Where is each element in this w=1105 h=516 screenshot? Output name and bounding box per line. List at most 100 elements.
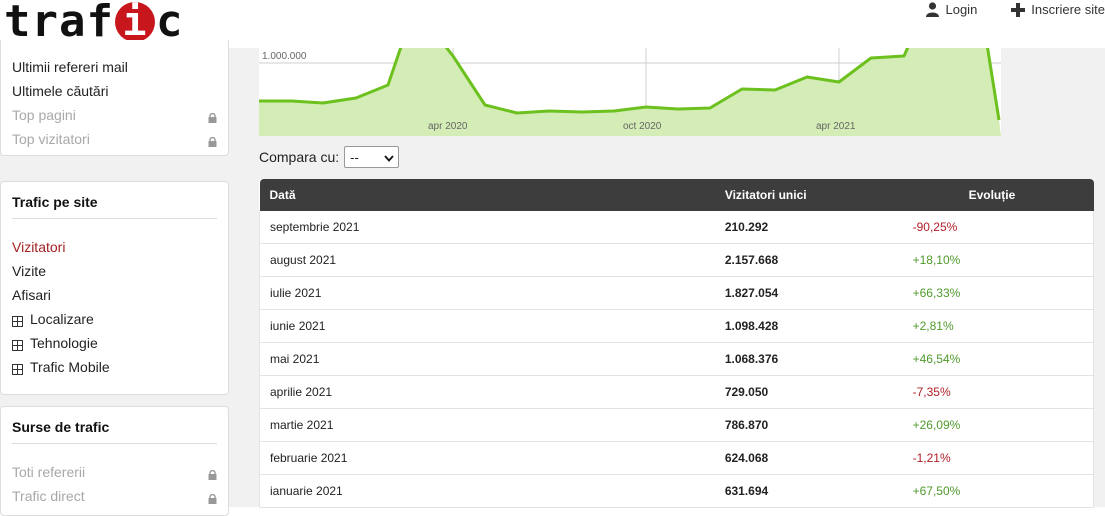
sidebar-item-refereri-mail[interactable]: Ultimii refereri mail	[1, 55, 228, 79]
lock-icon	[208, 110, 217, 123]
cell-date: septembrie 2021	[259, 211, 715, 244]
column-header-visitors[interactable]: Vizitatori unici	[724, 188, 807, 202]
sidebar-item-label: Tehnologie	[30, 335, 98, 351]
sidebar-panel-recent: Ultimii refereri mail Ultimele căutări T…	[0, 40, 229, 156]
cell-evolution: +2,81%	[902, 309, 1094, 343]
sidebar-item-ultimele-cautari[interactable]: Ultimele căutări	[1, 79, 228, 103]
login-link[interactable]: Login	[926, 2, 977, 17]
sidebar-item-top-vizitatori[interactable]: Top vizitatori	[1, 127, 228, 151]
visitors-table: Dată Vizitatori unici Evoluție septembri…	[259, 179, 1094, 508]
panel-title: Trafic pe site	[12, 194, 217, 219]
logo-text-right: c	[155, 0, 184, 47]
panel-title: Surse de trafic	[12, 419, 217, 444]
sidebar-item-vizitatori[interactable]: Vizitatori	[1, 235, 228, 259]
user-icon	[926, 2, 940, 17]
cell-visitors: 729.050	[714, 375, 903, 409]
lock-icon	[208, 467, 217, 480]
table-row: martie 2021 786.870 +26,09%	[259, 408, 1094, 442]
cell-date: ianuarie 2021	[259, 474, 715, 508]
table-row: februarie 2021 624.068 -1,21%	[259, 441, 1094, 475]
sidebar-item-afisari[interactable]: Afisari	[1, 283, 228, 307]
cell-visitors: 1.098.428	[714, 309, 903, 343]
cell-evolution: +67,50%	[902, 474, 1094, 508]
login-label: Login	[945, 2, 978, 17]
sidebar-item-label: Toti refererii	[12, 464, 86, 480]
expand-icon	[12, 362, 23, 375]
cell-visitors: 631.694	[714, 474, 903, 508]
cell-evolution: -90,25%	[902, 211, 1094, 244]
cell-evolution: -1,21%	[902, 441, 1094, 475]
sidebar-item-label: Trafic Mobile	[30, 359, 110, 375]
cell-evolution: +66,33%	[902, 276, 1094, 310]
cell-date: iulie 2021	[259, 276, 715, 310]
trafic-logo[interactable]: traf i c	[4, 0, 183, 44]
sidebar-item-label: Trafic direct	[12, 488, 85, 504]
table-header-row: Dată Vizitatori unici Evoluție	[259, 179, 1094, 211]
expand-icon	[12, 338, 23, 351]
visitors-chart: 1.000.000 apr 2020 oct 2020 apr 2021	[259, 48, 1001, 136]
sidebar-item-tehnologie[interactable]: Tehnologie	[1, 331, 228, 355]
table-row: aprilie 2021 729.050 -7,35%	[259, 375, 1094, 409]
cell-date: martie 2021	[259, 408, 715, 442]
cell-visitors: 786.870	[714, 408, 903, 442]
compare-select-value: --	[350, 149, 359, 165]
sidebar-item-label: Afisari	[12, 287, 51, 303]
cell-evolution: +26,09%	[902, 408, 1094, 442]
sidebar-item-localizare[interactable]: Localizare	[1, 307, 228, 331]
compare-control: Compara cu: --	[259, 146, 400, 168]
sidebar-item-label: Vizitatori	[12, 239, 66, 255]
sidebar-item-toti-refererii[interactable]: Toti refererii	[1, 460, 228, 484]
logo-ball: i	[114, 2, 155, 42]
logo-text-left: traf	[4, 0, 114, 47]
sidebar-panel-surse-de-trafic: Surse de trafic Toti refererii Trafic di…	[0, 406, 229, 516]
cell-evolution: -7,35%	[902, 375, 1094, 409]
cell-visitors: 210.292	[714, 211, 903, 244]
x-tick-label: apr 2020	[428, 121, 468, 132]
compare-select[interactable]: --	[344, 146, 400, 168]
series-line	[259, 48, 1001, 121]
top-nav: Login Inscriere site	[926, 2, 1105, 17]
sidebar-panel-trafic-pe-site: Trafic pe site Vizitatori Vizite Afisari…	[0, 181, 229, 395]
plus-icon	[1011, 2, 1026, 17]
column-header-date[interactable]: Dată	[269, 188, 296, 202]
cell-visitors: 624.068	[714, 441, 903, 475]
area-fill	[259, 48, 1001, 136]
sidebar-item-label: Top vizitatori	[12, 131, 90, 147]
register-site-link[interactable]: Inscriere site	[1011, 2, 1105, 17]
lock-icon	[208, 491, 217, 504]
cell-date: februarie 2021	[259, 441, 715, 475]
cell-visitors: 1.827.054	[714, 276, 903, 310]
cell-evolution: +46,54%	[902, 342, 1094, 376]
sidebar-item-top-pagini[interactable]: Top pagini	[1, 103, 228, 127]
sidebar-item-trafic-mobile[interactable]: Trafic Mobile	[1, 355, 228, 379]
table-row: septembrie 2021 210.292 -90,25%	[259, 211, 1094, 244]
sidebar-item-label: Ultimele căutări	[12, 83, 109, 99]
table-row: august 2021 2.157.668 +18,10%	[259, 243, 1094, 277]
table-row: iunie 2021 1.098.428 +2,81%	[259, 309, 1094, 343]
cell-evolution: +18,10%	[902, 243, 1094, 277]
column-header-evolution[interactable]: Evoluție	[968, 188, 1016, 202]
x-tick-label: oct 2020	[623, 121, 662, 132]
cell-date: mai 2021	[259, 342, 715, 376]
sidebar-item-label: Ultimii refereri mail	[12, 59, 128, 75]
x-tick-label: apr 2021	[816, 121, 856, 132]
cell-visitors: 2.157.668	[714, 243, 903, 277]
lock-icon	[208, 134, 217, 147]
chevron-down-icon	[384, 150, 394, 165]
sidebar-item-label: Vizite	[12, 263, 46, 279]
compare-label: Compara cu:	[259, 149, 340, 165]
sidebar-item-trafic-direct[interactable]: Trafic direct	[1, 484, 228, 508]
sidebar-item-label: Top pagini	[12, 107, 76, 123]
cell-date: august 2021	[259, 243, 715, 277]
sidebar-item-label: Localizare	[30, 311, 94, 327]
chart-svg: 1.000.000 apr 2020 oct 2020 apr 2021	[259, 48, 1001, 136]
table-row: mai 2021 1.068.376 +46,54%	[259, 342, 1094, 376]
cell-date: iunie 2021	[259, 309, 715, 343]
sidebar-item-vizite[interactable]: Vizite	[1, 259, 228, 283]
cell-date: aprilie 2021	[259, 375, 715, 409]
cell-visitors: 1.068.376	[714, 342, 903, 376]
table-row: ianuarie 2021 631.694 +67,50%	[259, 474, 1094, 508]
expand-icon	[12, 314, 23, 327]
table-row: iulie 2021 1.827.054 +66,33%	[259, 276, 1094, 310]
register-site-label: Inscriere site	[1031, 2, 1105, 17]
